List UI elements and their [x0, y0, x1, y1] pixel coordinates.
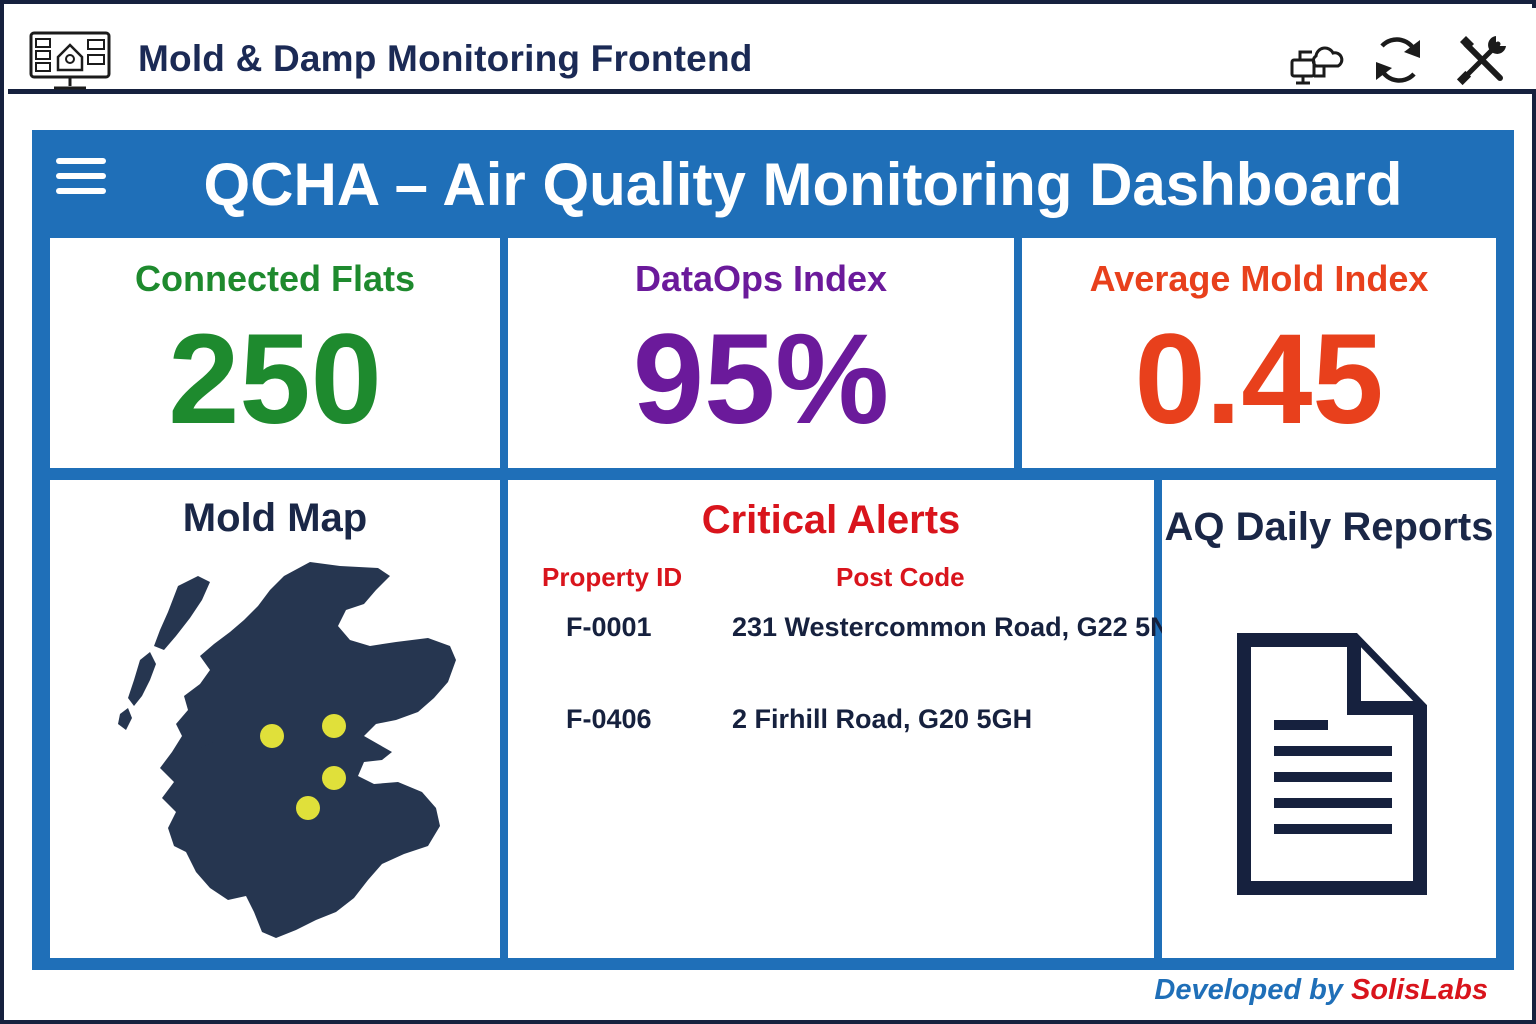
tools-icon — [1456, 36, 1506, 86]
monitor-house-icon — [28, 30, 112, 94]
kpi-card-dataops-index[interactable]: DataOps Index 95% — [508, 238, 1014, 468]
cell-post-code: 2 Firhill Road, G20 5GH — [732, 704, 1033, 734]
map-island-lewis — [154, 576, 210, 650]
kpi-value-dataops-index: 95% — [632, 308, 890, 451]
map-marker[interactable] — [260, 724, 284, 748]
column-header-property-id: Property ID — [542, 562, 683, 592]
refresh-button[interactable] — [1368, 30, 1428, 90]
kpi-label-dataops-index: DataOps Index — [634, 258, 888, 299]
kpi-card-connected-flats[interactable]: Connected Flats 250 — [50, 238, 500, 468]
cloud-network-button[interactable] — [1286, 30, 1346, 90]
map-island-uist — [128, 652, 156, 706]
map-landmass — [160, 562, 456, 938]
table-row[interactable]: F-0406 2 Firhill Road, G20 5GH — [508, 692, 1154, 752]
map-marker[interactable] — [322, 766, 346, 790]
map-island-arran — [226, 852, 244, 874]
refresh-icon — [1376, 37, 1420, 83]
mold-map[interactable] — [78, 546, 478, 946]
map-marker[interactable] — [296, 796, 320, 820]
credit-prefix: Developed by — [1154, 974, 1343, 1006]
kpi-value-average-mold-index: 0.45 — [1134, 308, 1384, 451]
mold-map-title: Mold Map — [182, 496, 368, 540]
cell-post-code: 231 Westercommon Road, G22 5NB — [732, 612, 1190, 642]
aq-daily-reports-title: AQ Daily Reports — [1164, 505, 1494, 549]
cell-property-id: F-0001 — [566, 612, 652, 642]
column-header-post-code: Post Code — [836, 562, 965, 592]
aq-daily-reports-card[interactable]: AQ Daily Reports — [1162, 480, 1496, 958]
map-marker[interactable] — [322, 714, 346, 738]
map-island-skye — [188, 714, 220, 748]
critical-alerts-title: Critical Alerts — [701, 498, 961, 542]
dashboard-title: QCHA – Air Quality Monitoring Dashboard — [203, 151, 1403, 218]
cell-property-id: F-0406 — [566, 704, 652, 734]
developer-credit: Developed by SolisLabs — [1154, 974, 1488, 1007]
kpi-value-connected-flats: 250 — [168, 308, 382, 451]
map-island-barra — [118, 708, 132, 730]
tools-button[interactable] — [1452, 30, 1512, 90]
hamburger-menu-icon[interactable] — [56, 158, 106, 202]
map-island-mull — [176, 778, 202, 802]
kpi-card-average-mold-index[interactable]: Average Mold Index 0.45 — [1022, 238, 1496, 468]
table-row[interactable]: F-0001 231 Westercommon Road, G22 5NB — [508, 600, 1189, 660]
dashboard-panel: QCHA – Air Quality Monitoring Dashboard … — [32, 130, 1514, 970]
app-title: Mold & Damp Monitoring Frontend — [138, 38, 753, 79]
app-title-bar: Mold & Damp Monitoring Frontend — [8, 8, 1536, 94]
kpi-label-connected-flats: Connected Flats — [134, 258, 416, 299]
dashboard-header: QCHA – Air Quality Monitoring Dashboard — [32, 130, 1514, 236]
mold-map-card: Mold Map — [50, 480, 500, 958]
critical-alerts-card: Critical Alerts Property ID Post Code F-… — [508, 480, 1189, 958]
map-island-islay — [184, 832, 206, 854]
cloud-network-icon — [1290, 46, 1344, 85]
credit-brand: SolisLabs — [1351, 974, 1488, 1006]
document-icon[interactable] — [1234, 630, 1430, 898]
kpi-label-average-mold-index: Average Mold Index — [1089, 258, 1429, 299]
